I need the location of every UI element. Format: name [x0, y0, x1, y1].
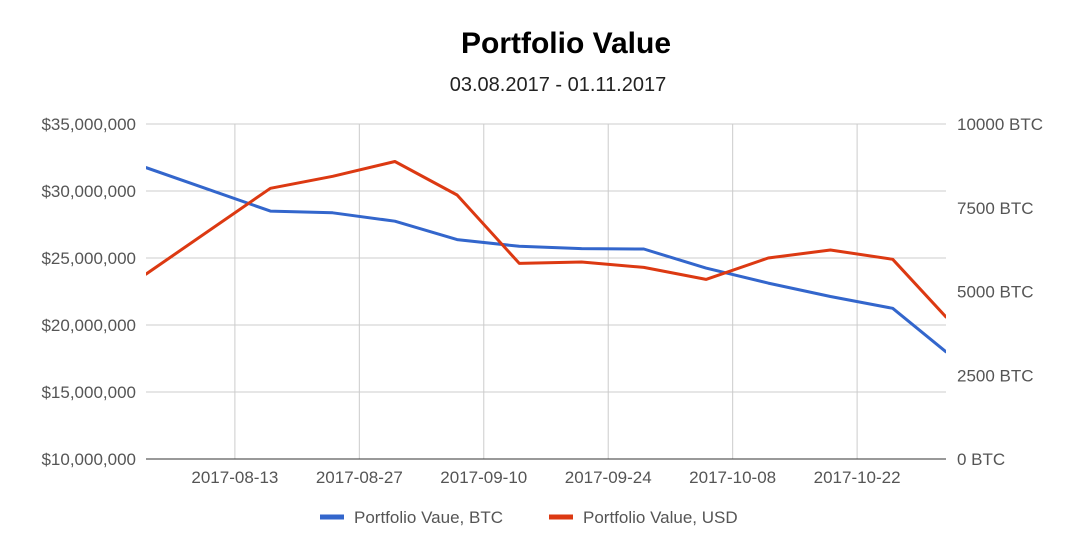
grid-lines	[146, 123, 946, 459]
right-y-tick-label: 0 BTC	[957, 450, 1005, 469]
left-y-tick-label: $10,000,000	[41, 450, 136, 469]
left-y-axis: $10,000,000 $15,000,000 $20,000,000 $25,000…	[41, 115, 136, 469]
left-y-tick-label: $35,000,000	[41, 115, 136, 134]
right-y-tick-label: 5000 BTC	[957, 283, 1034, 302]
x-axis: 2017-08-13 2017-08-27 2017-09-10 2017-09-24…	[146, 458, 946, 487]
chart-subtitle: 03.08.2017 - 01.11.2017	[450, 74, 666, 96]
legend-label-usd: Portfolio Value, USD	[583, 508, 738, 527]
legend: Portfolio Vaue, BTC Portfolio Value, USD	[320, 508, 738, 527]
right-y-tick-label: 10000 BTC	[957, 115, 1043, 134]
series-line-usd	[146, 160, 946, 319]
right-y-tick-label: 2500 BTC	[957, 366, 1034, 385]
legend-label-btc: Portfolio Vaue, BTC	[354, 508, 503, 527]
series-line-btc	[146, 166, 946, 354]
series-lines	[146, 160, 946, 354]
right-y-axis: 0 BTC 2500 BTC 5000 BTC 7500 BTC 10000 BTC	[957, 115, 1043, 469]
x-tick-label: 2017-10-22	[814, 468, 901, 487]
right-y-tick-label: 7500 BTC	[957, 199, 1034, 218]
x-tick-label: 2017-08-13	[191, 468, 278, 487]
left-y-tick-label: $30,000,000	[41, 182, 136, 201]
chart-title: Portfolio Value	[461, 27, 671, 60]
left-y-tick-label: $20,000,000	[41, 316, 136, 335]
left-y-tick-label: $25,000,000	[41, 249, 136, 268]
x-tick-label: 2017-09-24	[565, 468, 652, 487]
x-tick-label: 2017-08-27	[316, 468, 403, 487]
x-tick-label: 2017-10-08	[689, 468, 776, 487]
left-y-tick-label: $15,000,000	[41, 383, 136, 402]
x-tick-label: 2017-09-10	[440, 468, 527, 487]
